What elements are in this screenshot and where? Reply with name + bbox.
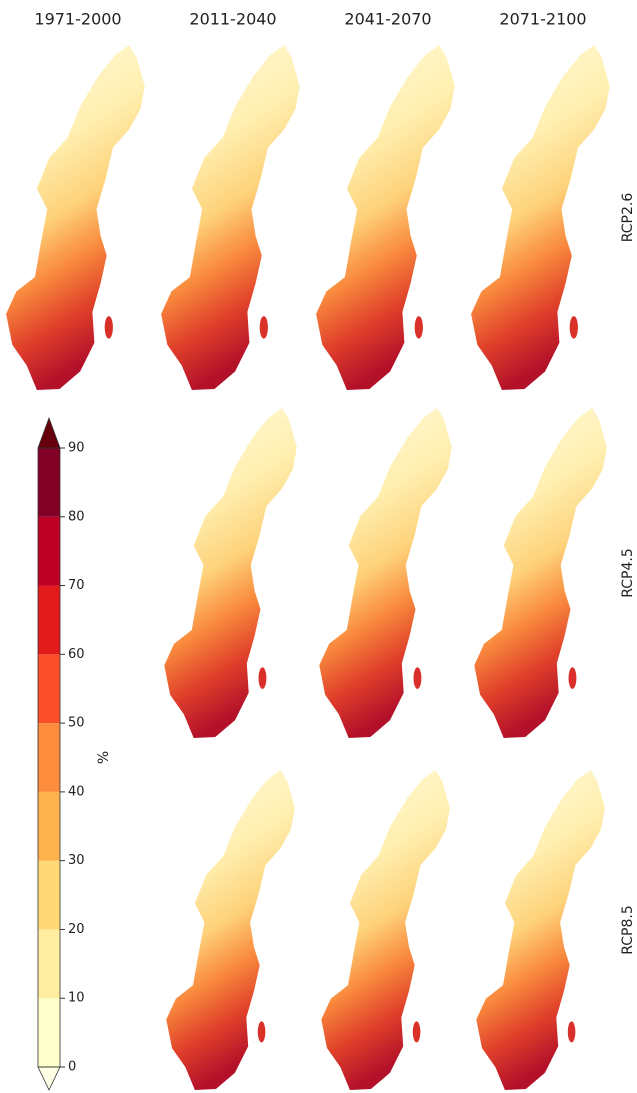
colorbar-label: % xyxy=(96,751,112,764)
colorbar-tick-label: 80 xyxy=(68,509,85,524)
colorbar-tick-label: 90 xyxy=(68,441,85,456)
island xyxy=(412,1021,421,1043)
colorbar-bin xyxy=(38,654,60,724)
map xyxy=(161,45,300,390)
colorbar-tick-label: 30 xyxy=(68,853,85,868)
map xyxy=(474,408,607,738)
island xyxy=(259,316,268,339)
colorbar-tick-label: 0 xyxy=(68,1060,76,1075)
island xyxy=(569,316,578,339)
colorbar-frame xyxy=(37,447,61,1068)
colorbar-tick-label: 60 xyxy=(68,647,85,662)
row-label: RCP2.6 xyxy=(620,193,636,243)
colorbar-bin xyxy=(38,929,60,999)
column-title: 2041-2070 xyxy=(344,10,431,29)
colorbar-extend-bottom xyxy=(37,1066,61,1091)
column-title: 2071-2100 xyxy=(499,10,586,29)
colorbar-bin xyxy=(38,791,60,861)
island xyxy=(104,316,113,339)
map xyxy=(166,770,295,1090)
colorbar-tick-label: 40 xyxy=(68,784,85,799)
map xyxy=(319,408,452,738)
island xyxy=(414,316,423,339)
island xyxy=(258,667,267,689)
maps xyxy=(6,45,610,1090)
map xyxy=(471,45,610,390)
map xyxy=(476,770,605,1090)
colorbar: 0 10 20 30 40 50 60 70 80 90% xyxy=(37,416,112,1091)
labels: 1971-2000 2011-2040 2041-2070 2071-2100 RCP2… xyxy=(34,10,636,955)
island xyxy=(567,1021,576,1043)
colorbar-tick-label: 10 xyxy=(68,991,85,1006)
colorbar-bin xyxy=(38,723,60,792)
column-title: 2011-2040 xyxy=(189,10,276,29)
colorbar-bin xyxy=(38,516,60,586)
map xyxy=(321,770,450,1090)
colorbar-bin xyxy=(38,448,60,517)
column-title: 1971-2000 xyxy=(34,10,121,29)
island xyxy=(568,667,577,689)
map xyxy=(6,45,145,390)
colorbar-tick-label: 20 xyxy=(68,922,85,937)
colorbar-tick-label: 50 xyxy=(68,716,85,731)
island xyxy=(413,667,422,689)
colorbar-extend-top xyxy=(37,416,61,449)
map xyxy=(164,408,297,738)
colorbar-bin xyxy=(38,998,60,1067)
colorbar-bin xyxy=(38,860,60,930)
row-label: RCP8.5 xyxy=(620,905,636,955)
map xyxy=(316,45,455,390)
row-label: RCP4.5 xyxy=(620,548,636,598)
colorbar-bin xyxy=(38,585,60,655)
colorbar-tick-label: 70 xyxy=(68,578,85,593)
island xyxy=(257,1021,266,1043)
